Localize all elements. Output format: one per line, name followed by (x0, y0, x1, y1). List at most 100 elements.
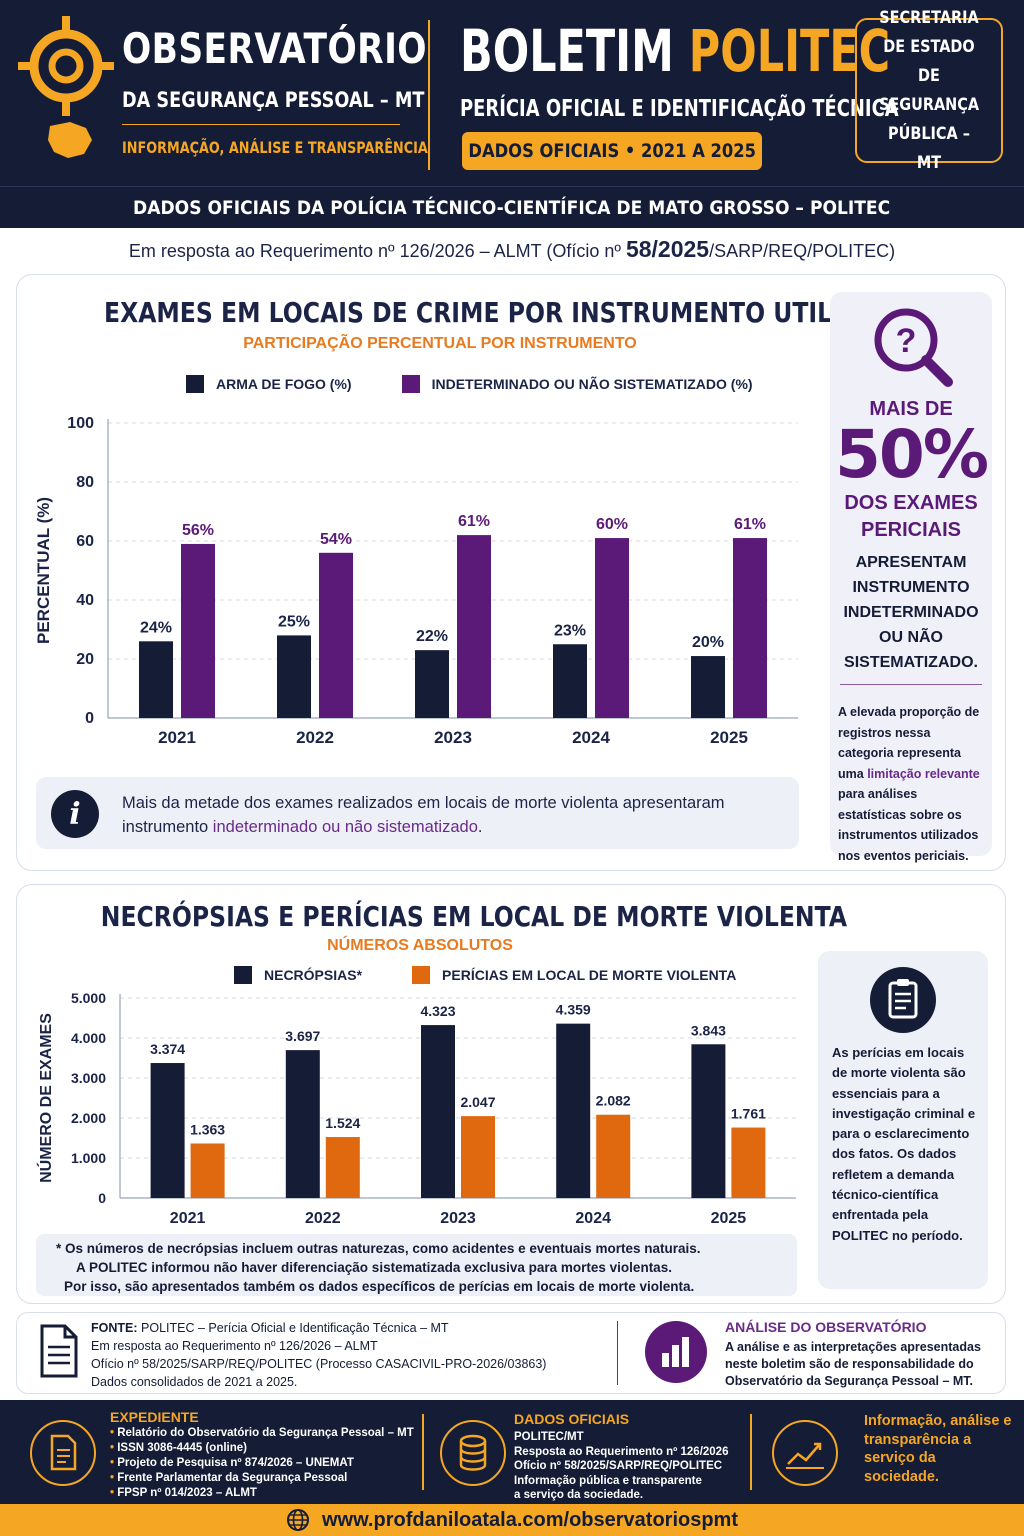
bar-series-1 (421, 1025, 455, 1198)
y-tick-label: 20 (76, 651, 94, 668)
bar-series-1 (553, 644, 587, 718)
chart2-legend: NECRÓPSIAS* PERÍCIAS EM LOCAL DE MORTE V… (234, 966, 736, 984)
data-label: 22% (416, 628, 448, 645)
info-text: Mais da metade dos exames realizados em … (122, 794, 725, 836)
chart1-svg: 0 20 40 60 80 100 PERCENTUAL (%) 2021 24% 56% 2022… (34, 415, 798, 747)
data-label: 2.047 (460, 1094, 495, 1110)
analysis-title: ANÁLISE DO OBSERVATÓRIO (725, 1319, 927, 1335)
bar-series-1 (139, 641, 173, 718)
bar-series-2 (733, 538, 767, 718)
data-label: 4.359 (556, 1002, 591, 1018)
data-label: 61% (734, 516, 766, 533)
side-info-text: As perícias em locais de morte violenta … (832, 1045, 976, 1243)
bulletin-title: BOLETIM POLITEC (460, 17, 891, 85)
list-item: Frente Parlamentar da Segurança Pessoal (110, 1471, 414, 1486)
svg-text:?: ? (896, 322, 917, 360)
data-label: 3.374 (150, 1041, 185, 1057)
list-item: FPSP nº 014/2023 – ALMT (110, 1486, 414, 1501)
footnote-line: A POLITEC informou não haver diferenciaç… (76, 1260, 672, 1275)
x-tick-label: 2023 (440, 1210, 476, 1227)
bar-series-1 (285, 1050, 320, 1198)
data-label: 25% (278, 613, 310, 630)
footer: EXPEDIENTE Relatório do Observatório da … (0, 1400, 1024, 1504)
url-bar[interactable]: www.profdaniloatala.com/observatoriospmt (0, 1504, 1024, 1536)
x-tick-label: 2025 (711, 1210, 747, 1227)
bar-series-2 (596, 1114, 631, 1198)
expediente-title: EXPEDIENTE (110, 1409, 199, 1425)
chart2-subtitle: NÚMEROS ABSOLUTOS (327, 937, 513, 954)
data-label: 3.697 (285, 1028, 320, 1044)
divider (428, 20, 430, 170)
y-tick-label: 1.000 (71, 1150, 106, 1166)
y-tick-label: 0 (85, 710, 94, 727)
highlight-dos: DOS EXAMES PERICIAIS (844, 492, 978, 541)
divider (617, 1321, 618, 1385)
info-icon: i (51, 790, 99, 838)
list-item: Relatório do Observatório da Segurança P… (110, 1426, 414, 1441)
website-link[interactable]: www.profdaniloatala.com/observatoriospmt (322, 1508, 738, 1531)
y-tick-label: 3.000 (71, 1070, 106, 1086)
divider (422, 1414, 424, 1490)
data-label: 60% (596, 516, 628, 533)
legend-item: INDETERMINADO OU NÃO SISTEMATIZADO (%) (401, 375, 753, 393)
highlight-mais: MAIS DE (869, 398, 953, 420)
x-tick-label: 2021 (170, 1210, 206, 1227)
chart1-subtitle: PARTICIPAÇÃO PERCENTUAL POR INSTRUMENTO (243, 335, 637, 352)
footer-tagline: Informação, análise e transparência a se… (864, 1413, 1012, 1485)
footnote-line: Por isso, são apresentados também os dad… (64, 1279, 695, 1294)
chart2-title: NECRÓPSIAS E PERÍCIAS EM LOCAL DE MORTE … (100, 900, 848, 933)
title-band: DADOS OFICIAIS DA POLÍCIA TÉCNICO-CIENTÍ… (0, 186, 1024, 228)
source-text: FONTE: POLITEC – Perícia Oficial e Ident… (91, 1321, 547, 1389)
chart1-title: EXAMES EM LOCAIS DE CRIME POR INSTRUMENT… (104, 296, 969, 329)
y-tick-label: 5.000 (71, 990, 106, 1006)
info-box: i Mais da metade dos exames realizados e… (36, 777, 799, 849)
data-label: 2.082 (596, 1093, 631, 1109)
bar-series-2 (731, 1127, 766, 1198)
highlight-apresentam: APRESENTAM INSTRUMENTO INDETERMINADO OU … (843, 554, 979, 671)
dados-lines: POLITEC/MT Resposta ao Requerimento nº 1… (514, 1431, 729, 1501)
legend-item: NECRÓPSIAS* (234, 966, 362, 984)
bar-series-1 (691, 656, 725, 718)
data-label: 23% (554, 622, 586, 639)
document-icon (40, 1324, 78, 1378)
highlight-note: A elevada proporção de registros nessa c… (838, 705, 980, 863)
source-box: FONTE: POLITEC – Perícia Oficial e Ident… (16, 1312, 1006, 1394)
legend-item: ARMA DE FOGO (%) (186, 375, 352, 393)
bar-series-1 (556, 1023, 591, 1198)
x-tick-label: 2022 (305, 1210, 341, 1227)
legend-item: PERÍCIAS EM LOCAL DE MORTE VIOLENTA (412, 966, 736, 984)
database-icon (440, 1420, 506, 1486)
expediente-list: Relatório do Observatório da Segurança P… (110, 1426, 414, 1501)
y-tick-label: 4.000 (71, 1030, 106, 1046)
list-item: ISSN 3086-4445 (online) (110, 1441, 414, 1456)
y-tick-label: 100 (67, 415, 94, 432)
bar-series-1 (150, 1063, 185, 1198)
chart2-svg: 0 1.000 2.000 3.000 4.000 5.000 NÚMERO DE EXAM… (36, 990, 796, 1227)
data-label: 4.323 (420, 1003, 455, 1019)
data-label: 54% (320, 531, 352, 548)
y-axis-label: PERCENTUAL (%) (34, 497, 53, 644)
y-tick-label: 60 (76, 533, 94, 550)
bulletin-subtitle: PERÍCIA OFICIAL E IDENTIFICAÇÃO TÉCNICA (460, 96, 899, 122)
x-tick-label: 2024 (575, 1210, 611, 1227)
secretaria-box: SECRETARIA DE ESTADO DE SEGURANÇA PÚBLIC… (855, 8, 1003, 173)
divider (750, 1414, 752, 1490)
period-badge: DADOS OFICIAIS • 2021 A 2025 (462, 132, 762, 170)
data-label: 20% (692, 634, 724, 651)
data-label: 61% (458, 513, 490, 530)
footnote-box: * Os números de necrópsias incluem outra… (36, 1234, 797, 1296)
data-label: 56% (182, 522, 214, 539)
bar-series-2 (190, 1143, 225, 1198)
x-tick-label: 2025 (710, 728, 748, 747)
bar-series-2 (595, 538, 629, 718)
footnote-line: * Os números de necrópsias incluem outra… (56, 1241, 701, 1256)
request-line: Em resposta ao Requerimento nº 126/2026 … (128, 236, 896, 262)
bar-series-1 (415, 650, 449, 718)
bar-series-2 (461, 1116, 495, 1198)
magnifier-question-icon: ? (874, 308, 953, 387)
side-highlight-box: ? MAIS DE 50% DOS EXAMES PERICIAIS APRES… (830, 292, 992, 863)
x-tick-label: 2023 (434, 728, 472, 747)
y-tick-label: 40 (76, 592, 94, 609)
data-label: 1.524 (325, 1115, 360, 1131)
document-icon (30, 1420, 96, 1486)
